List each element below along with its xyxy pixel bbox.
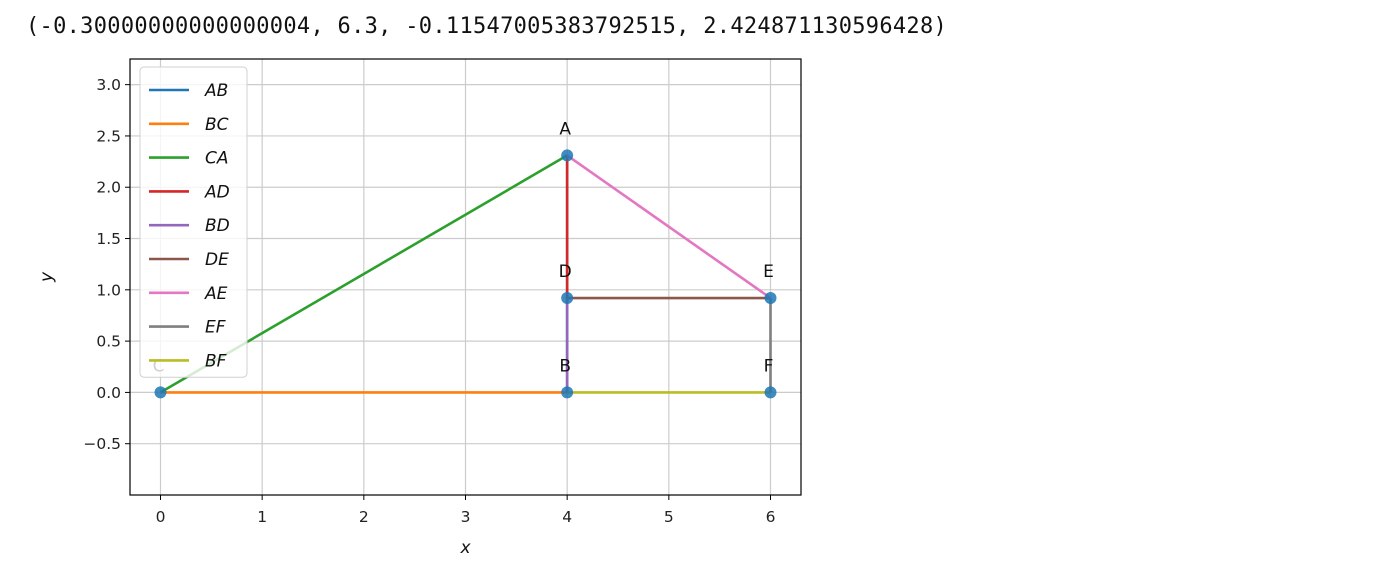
legend-box: [139, 66, 248, 378]
y-tick-label: −0.5: [83, 435, 121, 453]
x-tick-label: 3: [461, 508, 471, 526]
point-e: [764, 292, 777, 305]
point-label-a: A: [559, 119, 571, 139]
y-tick-label: 3.0: [96, 76, 121, 94]
x-tick-label: 1: [257, 508, 267, 526]
x-tick-label: 0: [156, 508, 166, 526]
point-b: [561, 386, 574, 399]
series-line-ae: [566, 154, 772, 300]
legend-label-bc: BC: [205, 115, 229, 135]
y-tick-label: 1.0: [96, 281, 121, 299]
x-tick-label: 5: [664, 508, 674, 526]
legend-label-bf: BF: [205, 351, 227, 371]
legend-label-ab: AB: [204, 81, 228, 101]
y-tick-label: 0.0: [96, 384, 121, 402]
x-axis-label: x: [459, 538, 471, 558]
y-tick-label: 2.0: [96, 179, 121, 197]
point-label-e: E: [763, 262, 774, 282]
axis-ticks: 0 1 2 3 4 5 6 −0.5 0.0 0.5 1.0 1.5 2.0 2.5 3.0: [83, 76, 775, 526]
legend-label-ef: EF: [205, 318, 226, 338]
x-tick-label: 6: [766, 508, 776, 526]
y-tick-label: 1.5: [96, 230, 121, 248]
point-c: [154, 386, 167, 399]
point-label-b: B: [559, 356, 571, 376]
y-tick-label: 2.5: [96, 127, 121, 145]
x-tick-label: 4: [562, 508, 572, 526]
y-tick-label: 0.5: [96, 333, 121, 351]
legend-label-ca: CA: [205, 149, 229, 169]
legend-label-ae: AE: [204, 284, 228, 304]
legend-label-ad: AD: [204, 182, 230, 202]
legend-label-de: DE: [205, 250, 229, 270]
point-label-d: D: [559, 262, 572, 282]
data-points: [154, 149, 777, 399]
y-axis-label: y: [37, 271, 57, 283]
legend: AB BC CA AD BD DE AE EF BF: [139, 66, 248, 378]
x-tick-label: 2: [359, 508, 369, 526]
point-label-f: F: [764, 356, 774, 376]
legend-label-bd: BD: [205, 216, 230, 236]
point-a: [561, 149, 574, 162]
point-f: [764, 386, 777, 399]
cell-output-text: (-0.30000000000000004, 6.3, -0.115470053…: [26, 14, 948, 39]
point-d: [561, 292, 574, 305]
